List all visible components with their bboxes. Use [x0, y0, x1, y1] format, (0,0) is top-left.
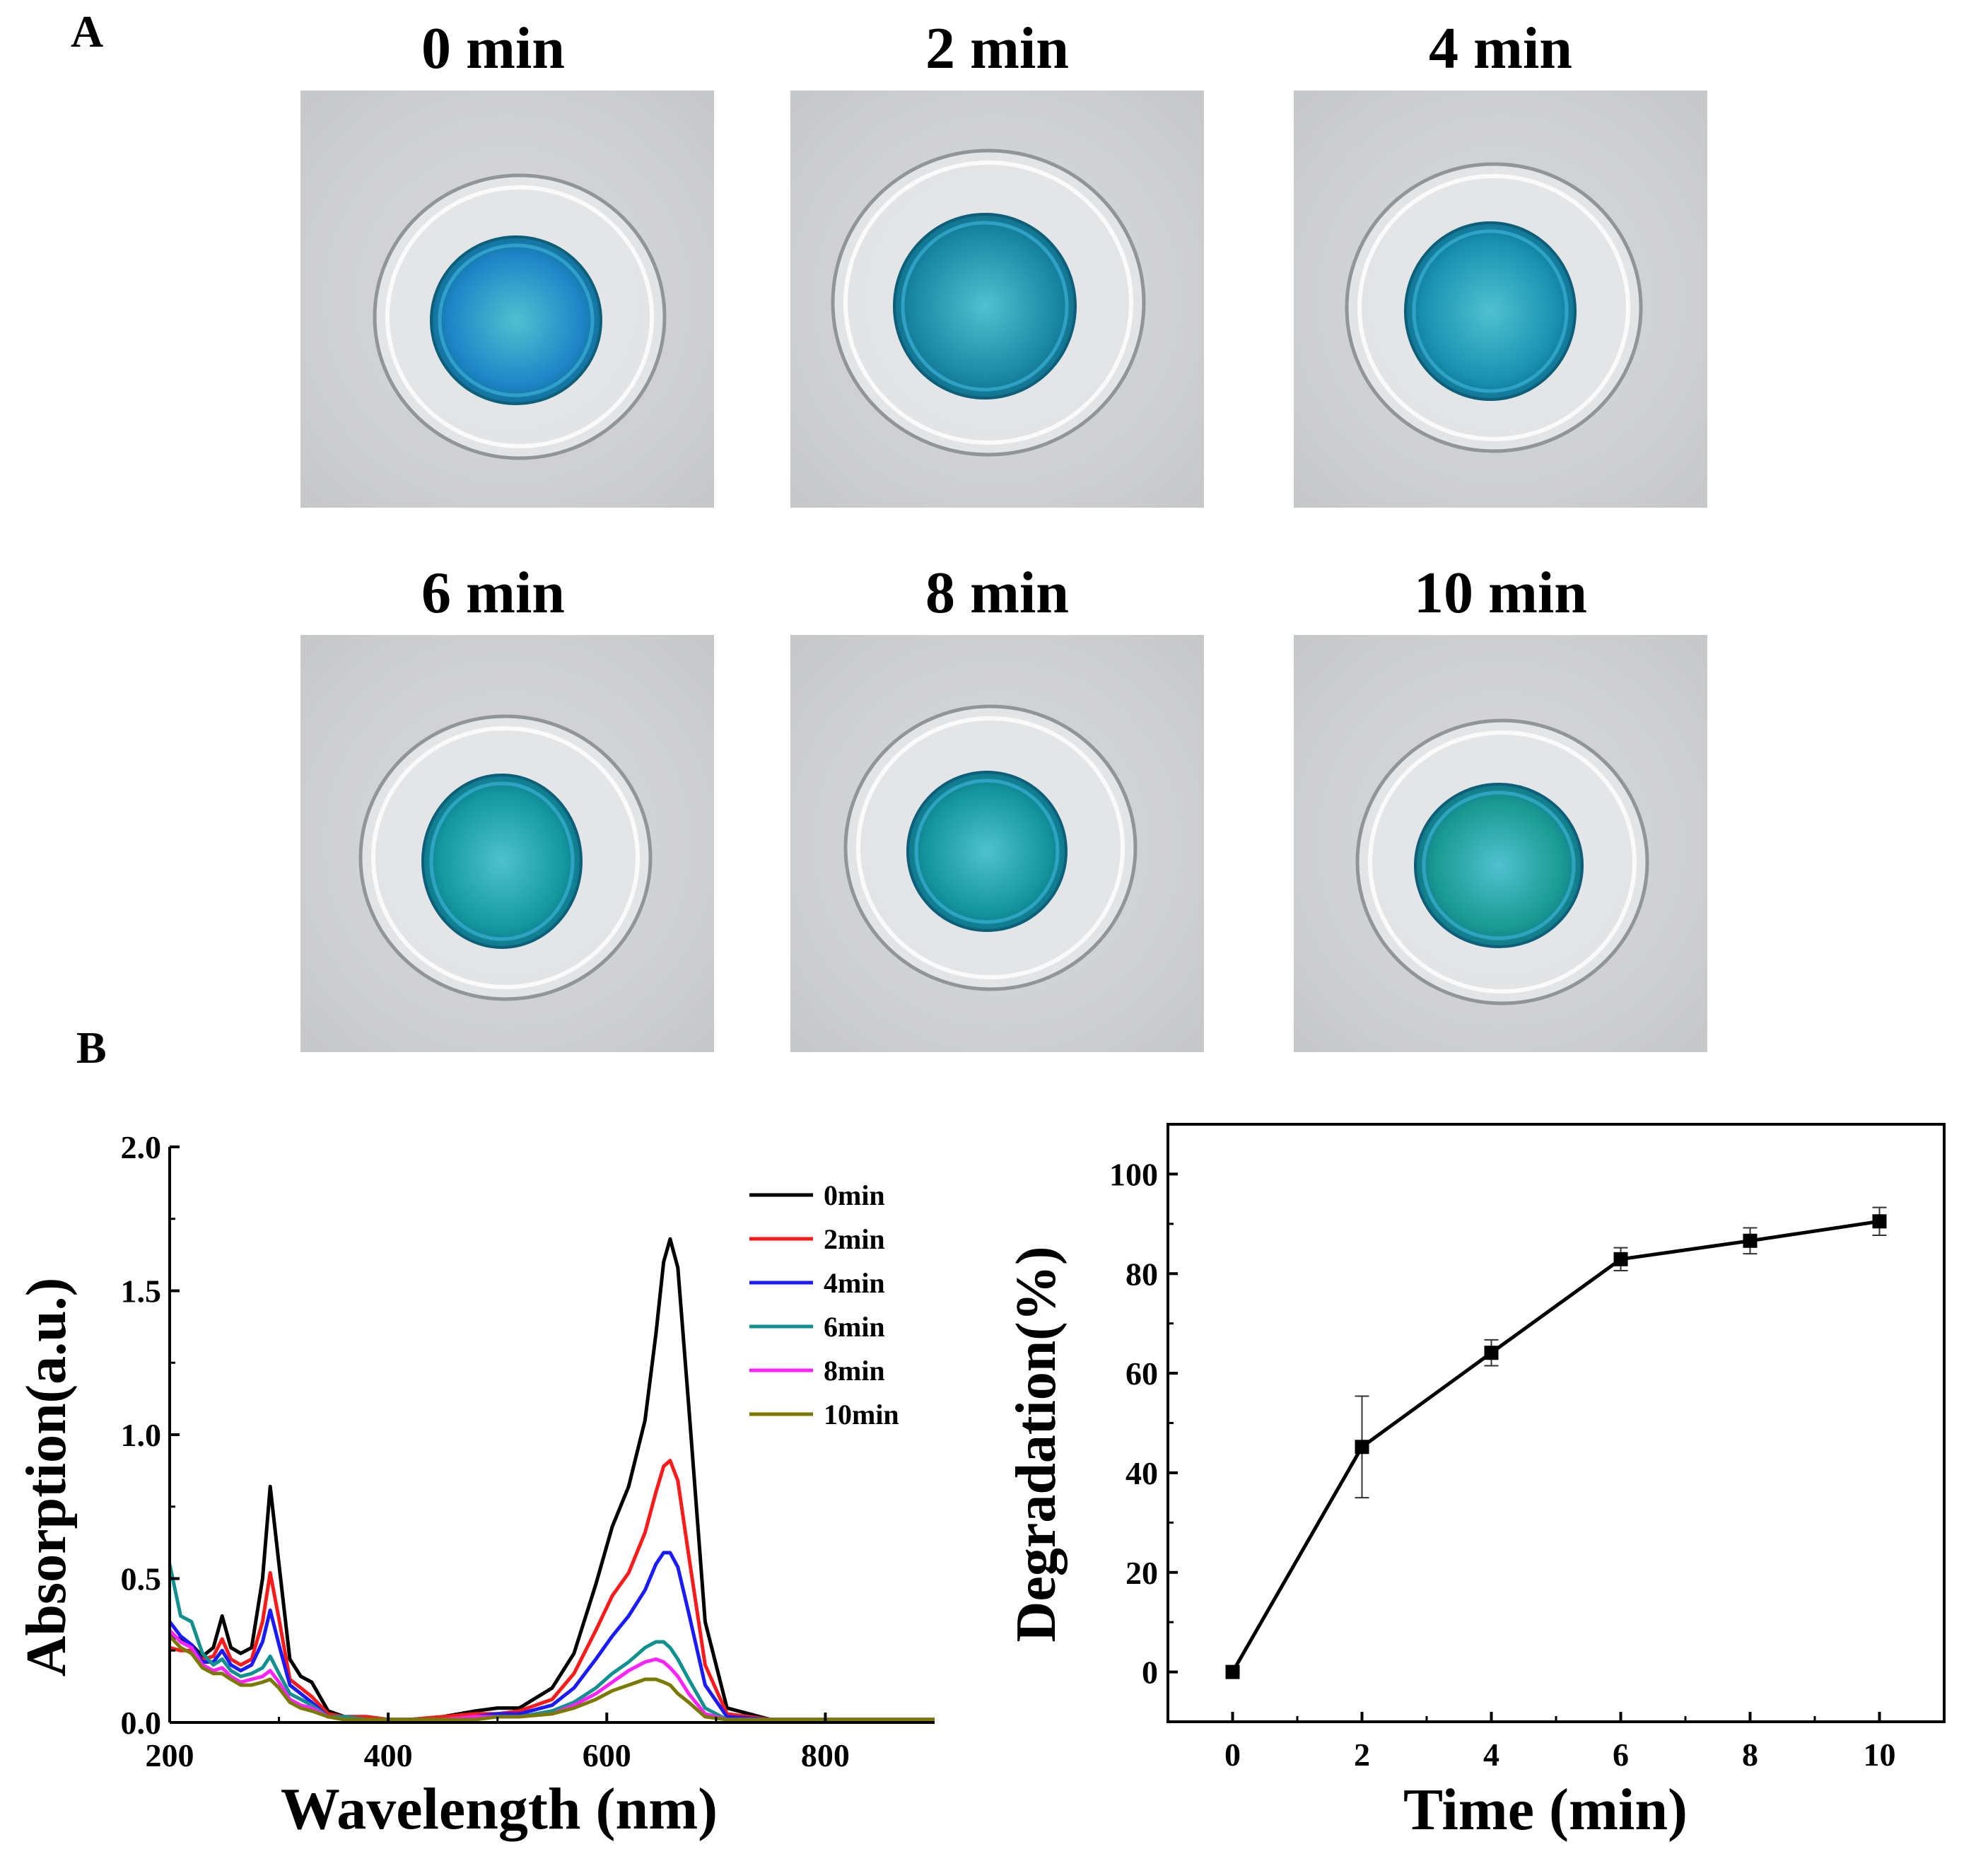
legend-label-8min: 8min [824, 1355, 885, 1387]
gel-ring-highlight [856, 716, 1125, 979]
photo-label-10min: 10 min [1413, 560, 1588, 626]
y-tick-label: 1.5 [121, 1273, 162, 1310]
dye-droplet [893, 213, 1077, 400]
legend-label-2min: 2min [824, 1223, 885, 1255]
legend-label-6min: 6min [824, 1311, 885, 1343]
y-tick-label: 80 [1125, 1256, 1158, 1292]
degradation-chart-svg: 0 20 40 60 80 100 0 2 4 6 8 10 Time (min) Degradation… [1005, 1123, 1946, 1843]
droplet-illustration [1345, 162, 1643, 453]
legend-label-4min: 4min [824, 1267, 885, 1299]
photo-label-0min: 0 min [421, 16, 566, 81]
x-tick-label: 6 [1613, 1737, 1629, 1773]
dye-droplet [906, 771, 1068, 932]
dye-droplet-rim [1422, 791, 1576, 940]
x-tick-label: 800 [801, 1737, 850, 1773]
photo-label-2min: 2 min [925, 16, 1070, 81]
data-point [1225, 1664, 1240, 1679]
y-tick-label: 2.0 [121, 1129, 162, 1165]
y-axis-label: Absorption(a.u.) [16, 1278, 78, 1677]
gel-ring-highlight [385, 185, 654, 448]
x-tick-label: 0 [1224, 1737, 1241, 1773]
data-point [1872, 1214, 1887, 1229]
degradation-chart: 0 20 40 60 80 100 0 2 4 6 8 10 Time (min) Degradation… [1004, 1089, 1988, 1862]
droplet-illustration [843, 704, 1138, 991]
dye-droplet [1414, 783, 1584, 948]
photo-label-8min: 8 min [925, 560, 1070, 626]
gel-ring-highlight [843, 161, 1133, 445]
y-tick-label: 0.5 [121, 1561, 162, 1597]
absorption-chart-svg: 0.0 0.5 1.0 1.5 2.0 200 400 600 800 Wavelength (n… [16, 1129, 935, 1842]
x-tick-label: 600 [583, 1737, 631, 1773]
plot-frame [1167, 1123, 1946, 1723]
legend-label-0min: 0min [824, 1179, 885, 1211]
y-tick-label: 0.0 [121, 1705, 162, 1741]
y-tick-label: 20 [1125, 1555, 1158, 1591]
droplet-illustration [1355, 718, 1649, 1005]
x-axis-label: Time (min) [1403, 1777, 1688, 1843]
dye-droplet-rim [438, 243, 595, 397]
photo-label-6min: 6 min [421, 560, 566, 626]
x-tick-label: 200 [146, 1737, 194, 1773]
panel-label-b: B [76, 1022, 107, 1073]
panel-label-a: A [71, 6, 104, 57]
x-tick-label: 2 [1354, 1737, 1370, 1773]
data-point [1743, 1233, 1758, 1248]
y-tick-label: 100 [1109, 1156, 1158, 1192]
y-axis-label: Degradation(%) [1005, 1247, 1068, 1643]
data-point [1484, 1346, 1499, 1360]
x-tick-label: 4 [1483, 1737, 1499, 1773]
droplet-photo-10min [1294, 635, 1707, 1052]
droplet-illustration [358, 714, 653, 1001]
dye-droplet [430, 235, 602, 405]
y-tick-label: 1.0 [121, 1417, 162, 1453]
droplet-photo-8min [790, 635, 1204, 1052]
x-tick-label: 400 [364, 1737, 413, 1773]
dye-droplet-rim [1412, 229, 1569, 393]
y-tick-label: 60 [1125, 1355, 1158, 1392]
photo-label-4min: 4 min [1428, 16, 1573, 81]
absorption-chart: 0.0 0.5 1.0 1.5 2.0 200 400 600 800 Wavelength (n… [0, 1089, 961, 1862]
droplet-photo-0min [300, 91, 714, 508]
degradation-line [1231, 1219, 1880, 1673]
x-tick-label: 10 [1864, 1737, 1896, 1773]
y-tick-label: 0 [1142, 1655, 1158, 1691]
dye-droplet-rim [901, 221, 1069, 392]
x-tick-label: 8 [1742, 1737, 1758, 1773]
droplet-illustration [373, 173, 667, 460]
dye-droplet [1404, 221, 1577, 401]
data-point [1355, 1440, 1369, 1454]
dye-droplet-rim [914, 779, 1060, 924]
gel-ring-highlight [371, 726, 640, 989]
dye-droplet [421, 774, 583, 949]
legend-label-10min: 10min [824, 1399, 899, 1430]
x-axis-label: Wavelength (nm) [281, 1776, 718, 1842]
droplet-photo-6min [300, 635, 714, 1052]
droplet-illustration [831, 148, 1146, 457]
data-point [1613, 1252, 1628, 1266]
gel-ring-highlight [1357, 174, 1630, 441]
gel-ring-highlight [1368, 730, 1637, 993]
series-line-10min [168, 1635, 935, 1722]
droplet-photo-2min [790, 91, 1204, 508]
y-tick-label: 40 [1125, 1455, 1158, 1491]
droplet-photo-4min [1294, 91, 1707, 508]
dye-droplet-rim [429, 781, 575, 941]
